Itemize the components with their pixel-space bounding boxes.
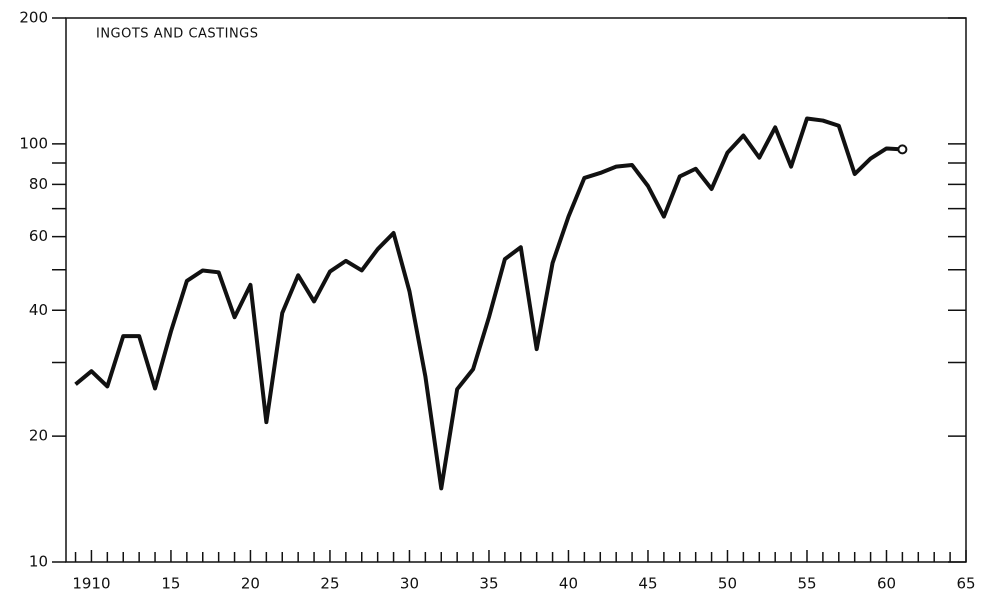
x-tick-label: 60 xyxy=(877,575,896,593)
x-tick-label: 65 xyxy=(956,575,975,593)
x-tick-label: 40 xyxy=(559,575,578,593)
y-tick-label: 200 xyxy=(19,9,48,27)
chart-title: INGOTS AND CASTINGS xyxy=(96,27,259,42)
y-tick-label: 10 xyxy=(29,553,48,571)
x-tick-label: 55 xyxy=(797,575,816,593)
end-marker xyxy=(897,144,908,155)
y-tick-label: 100 xyxy=(19,134,48,152)
y-tick-label: 60 xyxy=(29,227,48,245)
x-tick-label: 45 xyxy=(638,575,657,593)
y-tick-label: 20 xyxy=(29,427,48,445)
y-tick-label: 80 xyxy=(29,175,48,193)
x-tick-label: 35 xyxy=(479,575,498,593)
x-tick-label: 15 xyxy=(161,575,180,593)
data-line xyxy=(74,116,903,491)
plot-frame xyxy=(65,17,967,563)
x-tick-label: 1910 xyxy=(72,575,110,593)
x-tick-label: 50 xyxy=(718,575,737,593)
x-tick-label: 25 xyxy=(320,575,339,593)
y-tick-label: 40 xyxy=(29,301,48,319)
x-tick-label: 30 xyxy=(400,575,419,593)
x-tick-label: 20 xyxy=(241,575,260,593)
